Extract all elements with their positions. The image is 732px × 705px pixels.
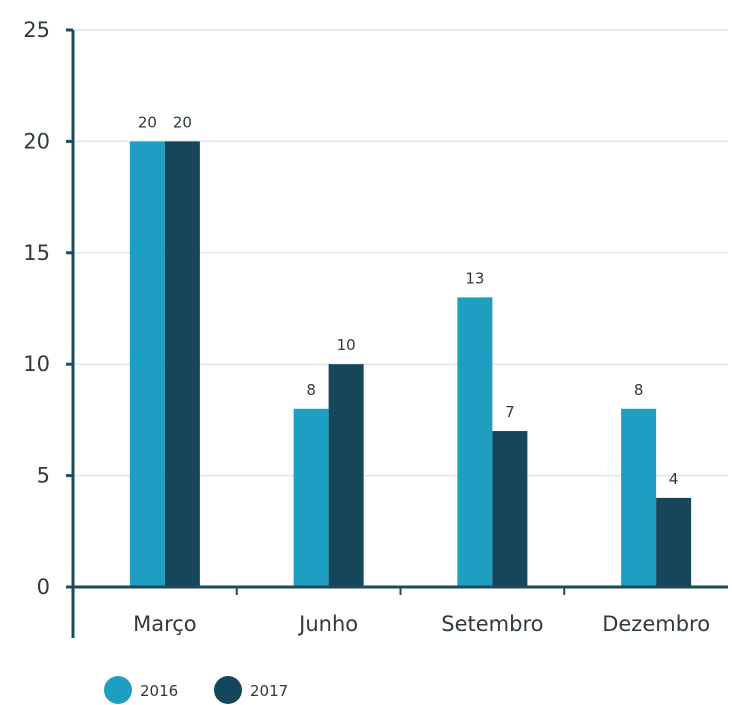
y-tick-label: 0 [37, 575, 50, 599]
bar-2017-Junho [328, 364, 364, 587]
x-tick-label: Março [133, 612, 197, 636]
bar-2016-Março [129, 141, 165, 587]
data-label: 10 [337, 336, 356, 354]
bar-2016-Junho [293, 408, 329, 587]
y-tick-label: 5 [37, 464, 50, 488]
bar-2016-Setembro [457, 297, 493, 587]
data-label: 13 [465, 269, 484, 287]
y-ticks: 0 5 10 15 20 25 [23, 18, 73, 599]
data-label: 7 [505, 403, 515, 421]
bar-2017-Setembro [492, 431, 528, 587]
legend: 2016 2017 [104, 676, 288, 704]
bar-2017-Março [164, 141, 200, 587]
data-label: 20 [138, 113, 157, 131]
legend-swatch-2017 [214, 676, 242, 704]
data-label: 8 [634, 381, 644, 399]
x-ticks: Março Junho Setembro Dezembro [133, 587, 710, 636]
data-label: 20 [173, 113, 192, 131]
y-tick-label: 20 [23, 129, 50, 153]
legend-label: 2017 [250, 682, 288, 700]
axes [66, 30, 728, 638]
y-tick-label: 15 [23, 241, 50, 265]
x-tick-label: Junho [297, 612, 358, 636]
bar-2017-Dezembro [656, 497, 692, 587]
bars [129, 141, 692, 587]
y-tick-label: 10 [23, 352, 50, 376]
legend-swatch-2016 [104, 676, 132, 704]
data-label: 8 [306, 381, 316, 399]
x-tick-label: Setembro [441, 612, 543, 636]
bar-2016-Dezembro [621, 408, 657, 587]
data-labels: 20 20 8 10 13 7 8 4 [138, 113, 679, 487]
y-tick-label: 25 [23, 18, 50, 42]
legend-label: 2016 [140, 682, 178, 700]
data-label: 4 [669, 470, 679, 488]
x-tick-label: Dezembro [602, 612, 710, 636]
